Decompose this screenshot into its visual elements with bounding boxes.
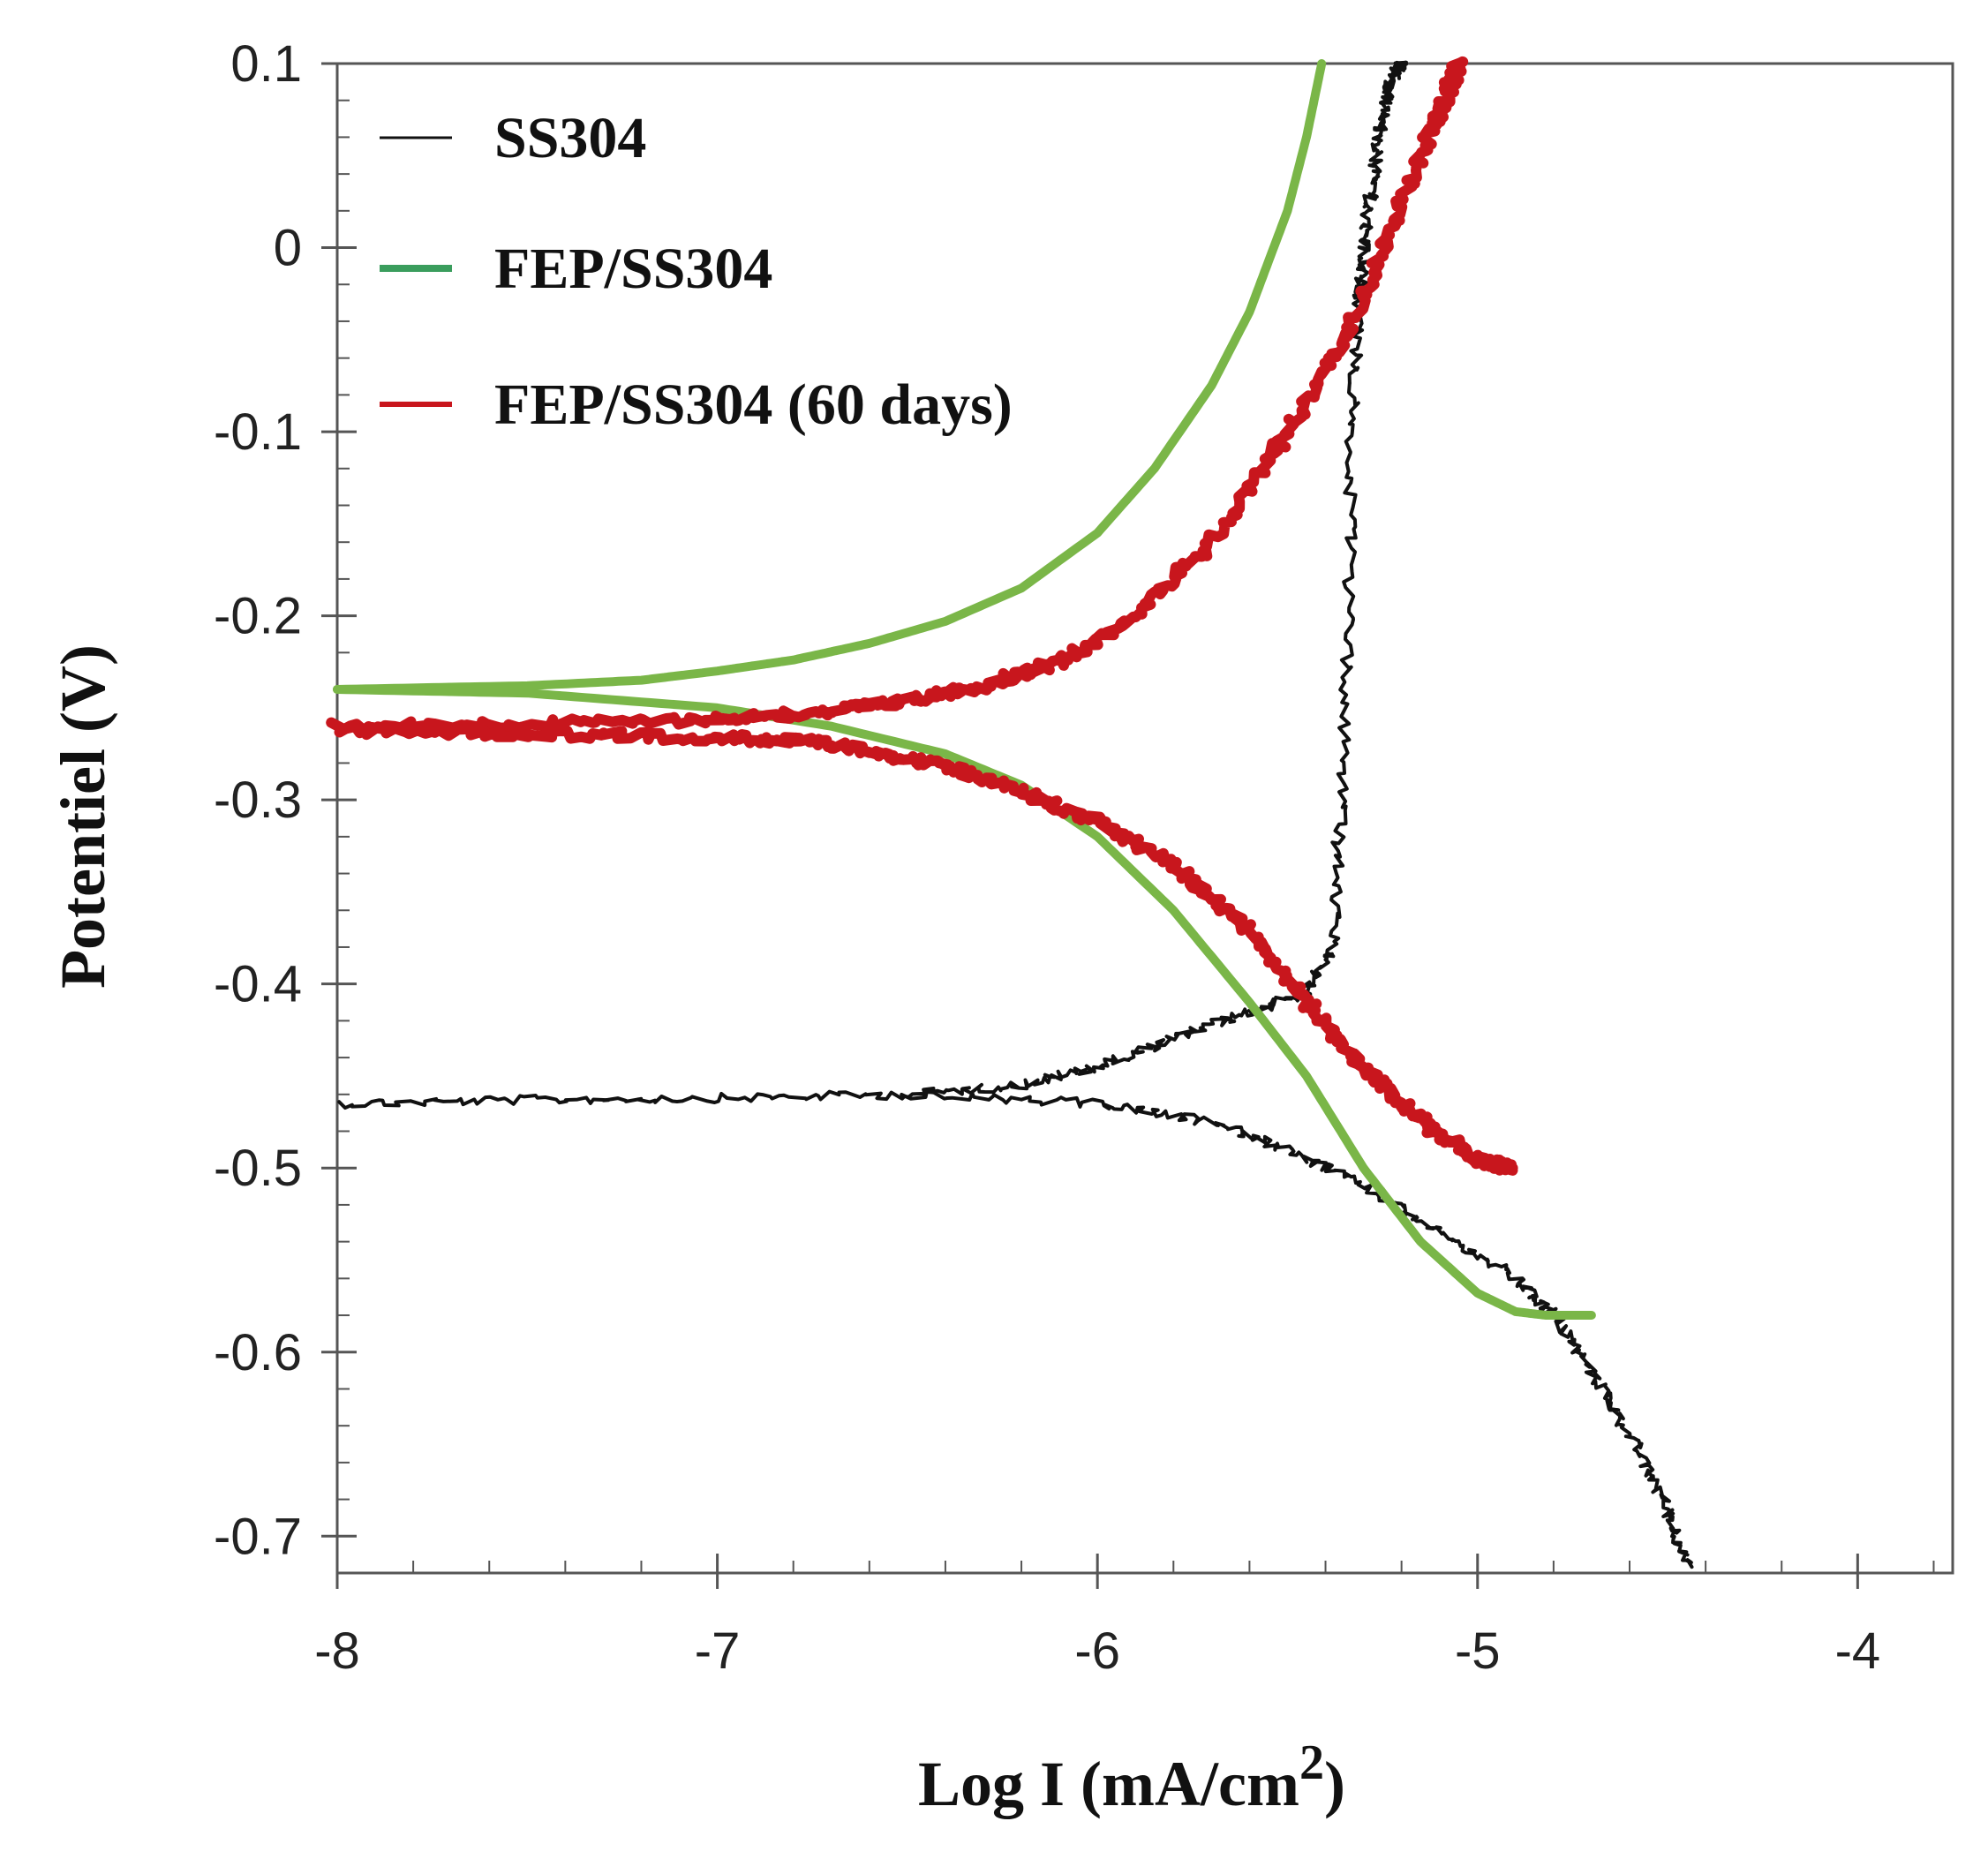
x-tick-label: -5 — [1455, 1622, 1501, 1680]
x-tick-label: -4 — [1835, 1622, 1881, 1680]
x-tick-label: -8 — [314, 1622, 360, 1680]
y-tick-label: 0 — [274, 220, 302, 277]
plot-area — [335, 62, 1954, 1575]
x-axis-title-sup: 2 — [1299, 1735, 1324, 1790]
series-0 — [337, 60, 1408, 1110]
y-tick-label: 0.1 — [230, 35, 302, 93]
y-tick-label: -0.7 — [214, 1508, 302, 1565]
y-tick-label: -0.6 — [214, 1324, 302, 1381]
x-axis-ticks: -8 -7 -6 -5 -4 — [314, 1554, 1935, 1680]
y-tick-label: -0.2 — [214, 588, 302, 645]
series-1 — [900, 1089, 1694, 1569]
series-line — [337, 60, 1408, 1110]
legend: SS304 FEP/SS304 FEP/SS304 (60 days) — [380, 106, 1013, 437]
y-tick-label: -0.1 — [214, 403, 302, 461]
legend-label: FEP/SS304 (60 days) — [494, 373, 1013, 437]
series-4 — [326, 56, 1469, 735]
series-line — [333, 59, 1327, 694]
y-axis-ticks: 0.1 0 -0.1 -0.2 -0.3 -0.4 -0.5 -0.6 -0.7 — [214, 35, 357, 1574]
y-tick-label: -0.3 — [214, 771, 302, 829]
series-line — [334, 720, 1518, 1176]
series-line — [900, 1089, 1694, 1569]
x-axis-title-main: Log I (mA/cm — [918, 1749, 1299, 1819]
legend-label: FEP/SS304 — [494, 237, 772, 301]
y-axis-title: Potentiel (V) — [48, 644, 118, 989]
y-tick-label: -0.5 — [214, 1140, 302, 1197]
series-5 — [334, 720, 1518, 1176]
series-layer — [326, 56, 1694, 1569]
x-axis-title: Log I (mA/cm2) — [918, 1735, 1345, 1819]
x-tick-label: -6 — [1074, 1622, 1120, 1680]
x-axis-title-close: ) — [1324, 1749, 1345, 1819]
x-tick-label: -7 — [695, 1622, 741, 1680]
series-line — [326, 56, 1469, 735]
series-2 — [333, 59, 1327, 694]
y-tick-label: -0.4 — [214, 956, 302, 1013]
legend-label: SS304 — [494, 106, 646, 170]
